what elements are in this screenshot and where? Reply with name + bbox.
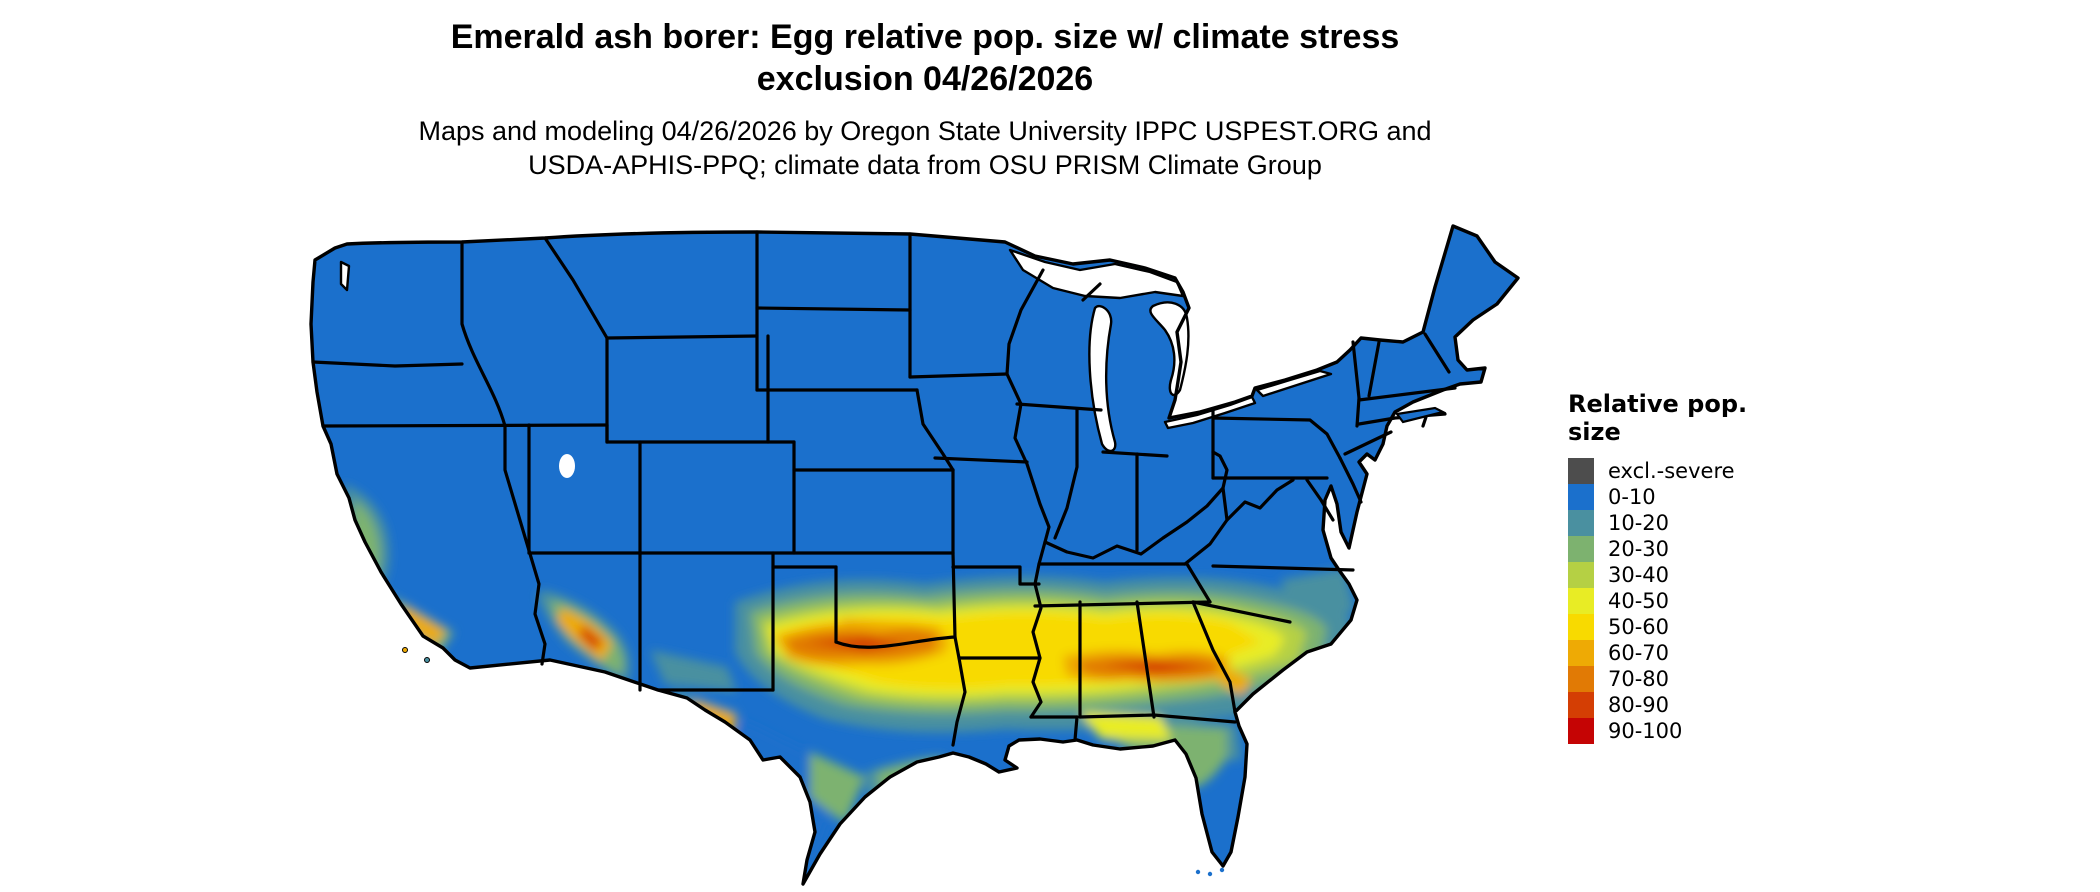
subtitle-line-1: Maps and modeling 04/26/2026 by Oregon S… bbox=[418, 116, 1432, 146]
legend-swatch-icon bbox=[1568, 484, 1594, 510]
great-salt-lake bbox=[559, 454, 575, 478]
legend-label: 30-40 bbox=[1608, 563, 1670, 587]
legend-title: Relative pop. size bbox=[1568, 390, 1748, 446]
title-line-2: exclusion 04/26/2026 bbox=[756, 60, 1094, 98]
long-island bbox=[1395, 406, 1447, 424]
legend-label: 50-60 bbox=[1608, 615, 1670, 639]
legend-swatch-icon bbox=[1568, 458, 1594, 484]
title-line-1: Emerald ash borer: Egg relative pop. siz… bbox=[450, 18, 1400, 56]
legend-item: 70-80 bbox=[1568, 666, 1808, 692]
legend-item: 80-90 bbox=[1568, 692, 1808, 718]
legend-swatch-icon bbox=[1568, 692, 1594, 718]
lake-michigan bbox=[1088, 304, 1117, 453]
legend-swatch-icon bbox=[1568, 510, 1594, 536]
page-title: Emerald ash borer: Egg relative pop. siz… bbox=[0, 16, 1850, 100]
legend-swatch-icon bbox=[1568, 536, 1594, 562]
legend-label: 70-80 bbox=[1608, 667, 1670, 691]
channel-island bbox=[402, 647, 408, 653]
legend-label: 0-10 bbox=[1608, 485, 1656, 509]
legend-item: 50-60 bbox=[1568, 614, 1808, 640]
map-legend: Relative pop. size excl.-severe 0-10 10-20… bbox=[1568, 390, 1808, 744]
legend-item: 40-50 bbox=[1568, 588, 1808, 614]
legend-item: 60-70 bbox=[1568, 640, 1808, 666]
legend-swatch-icon bbox=[1568, 718, 1594, 744]
conus-landmass bbox=[311, 226, 1518, 884]
us-map-svg bbox=[309, 224, 1520, 886]
legend-item: 20-30 bbox=[1568, 536, 1808, 562]
puget-sound bbox=[339, 260, 351, 292]
legend-label: 60-70 bbox=[1608, 641, 1670, 665]
legend-swatch-icon bbox=[1568, 614, 1594, 640]
legend-item: 10-20 bbox=[1568, 510, 1808, 536]
legend-item: 30-40 bbox=[1568, 562, 1808, 588]
us-map bbox=[305, 212, 1530, 888]
legend-label: 40-50 bbox=[1608, 589, 1670, 613]
channel-island bbox=[424, 657, 430, 663]
lake-erie bbox=[1163, 395, 1257, 430]
islands bbox=[402, 406, 1447, 877]
legend-label: 20-30 bbox=[1608, 537, 1670, 561]
legend-label: excl.-severe bbox=[1608, 459, 1735, 483]
legend-swatch-icon bbox=[1568, 562, 1594, 588]
legend-swatch-icon bbox=[1568, 588, 1594, 614]
legend-label: 10-20 bbox=[1608, 511, 1670, 535]
subtitle-line-2: USDA-APHIS-PPQ; climate data from OSU PR… bbox=[528, 150, 1322, 180]
legend-item: excl.-severe bbox=[1568, 458, 1808, 484]
legend-item: 90-100 bbox=[1568, 718, 1808, 744]
florida-key bbox=[1195, 869, 1201, 875]
legend-label: 90-100 bbox=[1608, 719, 1683, 743]
legend-label: 80-90 bbox=[1608, 693, 1670, 717]
state-borders bbox=[311, 230, 1457, 747]
florida-key bbox=[1207, 871, 1213, 877]
figure-subtitle: Maps and modeling 04/26/2026 by Oregon S… bbox=[0, 114, 1850, 182]
legend-swatch-icon bbox=[1568, 666, 1594, 692]
florida-key bbox=[1219, 867, 1225, 873]
legend-swatch-icon bbox=[1568, 640, 1594, 666]
legend-items: excl.-severe 0-10 10-20 20-30 30-40 40-50 50-6… bbox=[1568, 458, 1808, 744]
legend-item: 0-10 bbox=[1568, 484, 1808, 510]
